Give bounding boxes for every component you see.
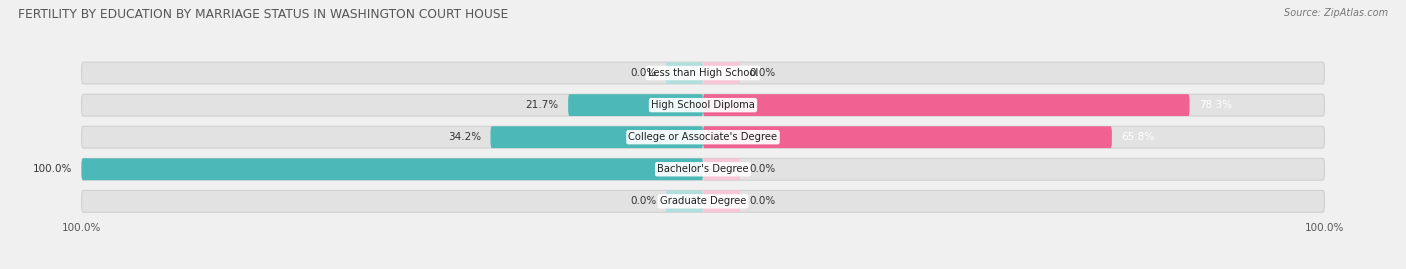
FancyBboxPatch shape <box>703 190 741 212</box>
FancyBboxPatch shape <box>82 190 1324 212</box>
FancyBboxPatch shape <box>82 62 1324 84</box>
Text: Graduate Degree: Graduate Degree <box>659 196 747 206</box>
FancyBboxPatch shape <box>665 62 703 84</box>
Text: 0.0%: 0.0% <box>749 68 776 78</box>
Text: 0.0%: 0.0% <box>749 164 776 174</box>
FancyBboxPatch shape <box>82 94 1324 116</box>
Text: 0.0%: 0.0% <box>630 196 657 206</box>
FancyBboxPatch shape <box>665 190 703 212</box>
Text: FERTILITY BY EDUCATION BY MARRIAGE STATUS IN WASHINGTON COURT HOUSE: FERTILITY BY EDUCATION BY MARRIAGE STATU… <box>18 8 509 21</box>
Text: Less than High School: Less than High School <box>648 68 758 78</box>
Text: 0.0%: 0.0% <box>749 196 776 206</box>
Text: 65.8%: 65.8% <box>1121 132 1154 142</box>
FancyBboxPatch shape <box>568 94 703 116</box>
FancyBboxPatch shape <box>703 158 741 180</box>
Text: 100.0%: 100.0% <box>32 164 72 174</box>
FancyBboxPatch shape <box>491 126 703 148</box>
FancyBboxPatch shape <box>82 158 703 180</box>
Text: College or Associate's Degree: College or Associate's Degree <box>628 132 778 142</box>
FancyBboxPatch shape <box>82 126 1324 148</box>
FancyBboxPatch shape <box>703 62 741 84</box>
FancyBboxPatch shape <box>703 126 1112 148</box>
FancyBboxPatch shape <box>82 158 1324 180</box>
Text: 21.7%: 21.7% <box>526 100 558 110</box>
FancyBboxPatch shape <box>703 94 1189 116</box>
Text: High School Diploma: High School Diploma <box>651 100 755 110</box>
Text: 0.0%: 0.0% <box>630 68 657 78</box>
Text: Source: ZipAtlas.com: Source: ZipAtlas.com <box>1284 8 1388 18</box>
Text: 34.2%: 34.2% <box>449 132 481 142</box>
Text: Bachelor's Degree: Bachelor's Degree <box>657 164 749 174</box>
Text: 78.3%: 78.3% <box>1199 100 1232 110</box>
